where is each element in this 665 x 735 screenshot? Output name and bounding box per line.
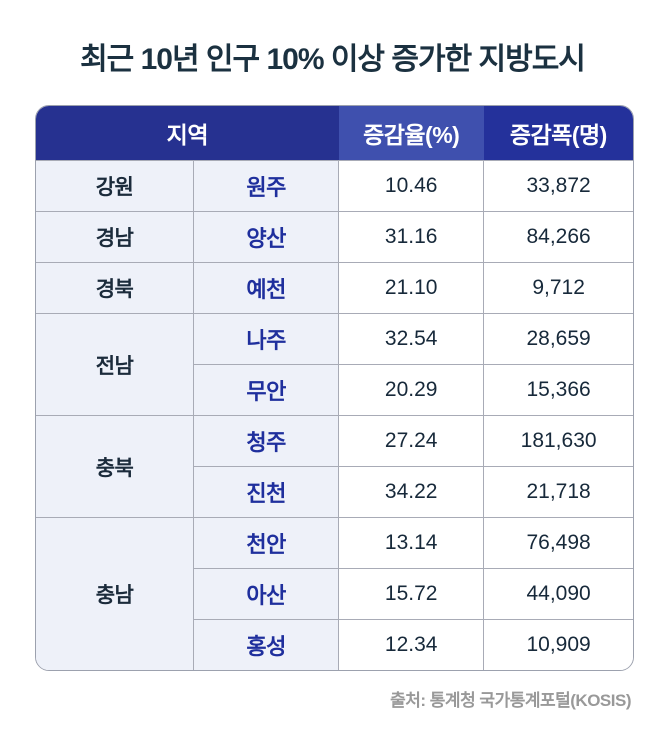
province-cell: 충북 <box>36 415 194 518</box>
change-cell: 10,909 <box>483 619 633 670</box>
population-growth-table: 지역 증감율(%) 증감폭(명) 강원 원주 10.46 33,872 경남 양… <box>35 105 634 671</box>
change-cell: 181,630 <box>483 415 633 467</box>
rate-cell: 32.54 <box>338 313 484 365</box>
rate-cell: 15.72 <box>338 568 484 620</box>
table-row: 충남 천안 13.14 76,498 <box>36 517 633 670</box>
change-cell: 33,872 <box>483 160 633 212</box>
column-header-change: 증감폭(명) <box>483 106 633 161</box>
table-row: 충북 청주 27.24 181,630 <box>36 415 633 518</box>
rate-cell: 27.24 <box>338 415 484 467</box>
rate-cell: 13.14 <box>338 517 484 569</box>
province-cell: 경남 <box>36 211 194 263</box>
table-row: 강원 원주 10.46 33,872 <box>36 160 633 212</box>
city-cell: 예천 <box>193 262 339 314</box>
city-cell: 양산 <box>193 211 339 263</box>
rate-cell: 34.22 <box>338 466 484 518</box>
table-row: 무안 20.29 15,366 <box>36 364 633 416</box>
change-cell: 44,090 <box>483 568 633 620</box>
table-row: 경북 예천 21.10 9,712 <box>36 262 633 314</box>
city-cell: 홍성 <box>193 619 339 670</box>
data-table: 지역 증감율(%) 증감폭(명) 강원 원주 10.46 33,872 경남 양… <box>36 106 633 670</box>
change-cell: 15,366 <box>483 364 633 416</box>
change-cell: 28,659 <box>483 313 633 365</box>
source-caption: 출처: 통계청 국가통계포털(KOSIS) <box>390 691 631 710</box>
table-row: 전남 나주 32.54 28,659 <box>36 313 633 416</box>
change-cell: 84,266 <box>483 211 633 263</box>
city-cell: 청주 <box>193 415 339 467</box>
rate-cell: 10.46 <box>338 160 484 212</box>
city-cell: 아산 <box>193 568 339 620</box>
province-cell: 전남 <box>36 313 194 416</box>
city-cell: 원주 <box>193 160 339 212</box>
change-cell: 9,712 <box>483 262 633 314</box>
city-cell: 진천 <box>193 466 339 518</box>
table-header: 지역 증감율(%) 증감폭(명) <box>36 106 633 161</box>
province-cell: 경북 <box>36 262 194 314</box>
column-header-rate: 증감율(%) <box>338 106 484 161</box>
change-cell: 76,498 <box>483 517 633 569</box>
city-cell: 나주 <box>193 313 339 365</box>
table-row: 아산 15.72 44,090 <box>36 568 633 620</box>
rate-cell: 12.34 <box>338 619 484 670</box>
column-header-region: 지역 <box>36 106 339 161</box>
province-cell: 충남 <box>36 517 194 670</box>
page-title: 최근 10년 인구 10% 이상 증가한 지방도시 <box>80 43 586 76</box>
table-row: 경남 양산 31.16 84,266 <box>36 211 633 263</box>
rate-cell: 31.16 <box>338 211 484 263</box>
city-cell: 무안 <box>193 364 339 416</box>
city-cell: 천안 <box>193 517 339 569</box>
province-cell: 강원 <box>36 160 194 212</box>
table-row: 진천 34.22 21,718 <box>36 466 633 518</box>
rate-cell: 20.29 <box>338 364 484 416</box>
table-row: 홍성 12.34 10,909 <box>36 619 633 670</box>
rate-cell: 21.10 <box>338 262 484 314</box>
change-cell: 21,718 <box>483 466 633 518</box>
